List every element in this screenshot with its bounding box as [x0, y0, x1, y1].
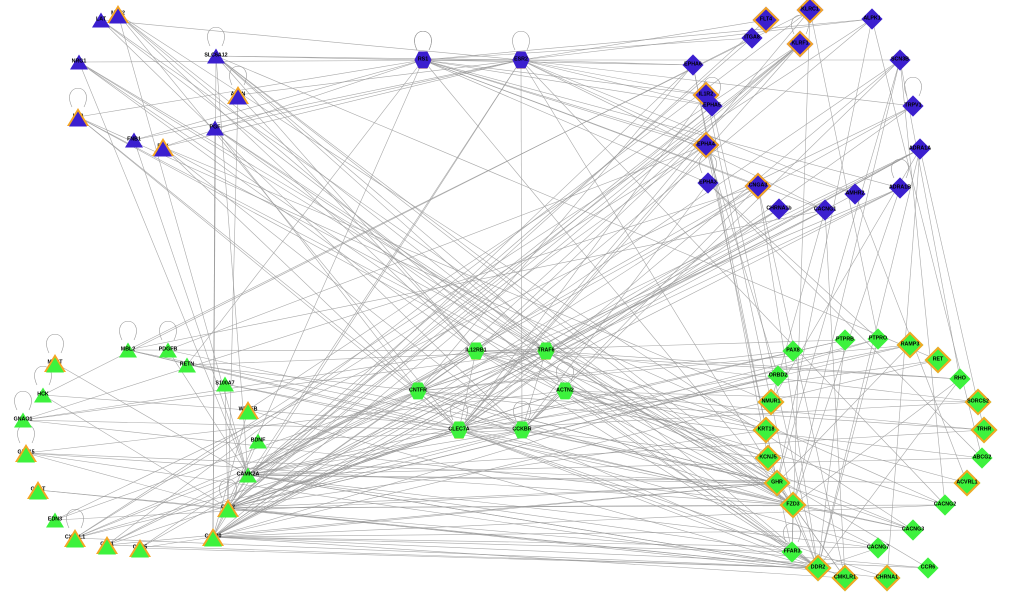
node-camk2a[interactable]	[239, 468, 257, 483]
node-rho[interactable]	[949, 368, 970, 389]
node-itga8[interactable]	[741, 27, 762, 48]
node-acvrl1[interactable]	[954, 470, 981, 497]
network-diagram: LAT SLC6A12 MTF2 NRG1 IL20 FNB1 RUX PGF ARTN RS1 E…	[0, 0, 1027, 600]
node-cdh5[interactable]	[131, 543, 149, 558]
node-cmklr1[interactable]	[832, 565, 859, 592]
node-cacng3[interactable]	[902, 519, 923, 540]
node-pgf[interactable]	[206, 121, 224, 136]
node-adra1b[interactable]	[889, 177, 910, 198]
node-pdgfb[interactable]	[159, 343, 177, 358]
node-epha6[interactable]	[682, 54, 703, 75]
node-nrg1[interactable]	[70, 55, 88, 70]
node-chrna1[interactable]	[874, 565, 901, 592]
node-cnga3[interactable]	[745, 173, 772, 200]
node-ramp3[interactable]	[897, 332, 924, 359]
node-ptpro[interactable]	[867, 328, 888, 349]
node-gast[interactable]	[29, 485, 47, 500]
node-trpv1[interactable]	[902, 95, 923, 116]
node-klrf1[interactable]	[787, 31, 814, 58]
node-trhr[interactable]	[971, 417, 998, 444]
node-gdf15[interactable]	[17, 448, 35, 463]
node-actn2[interactable]	[556, 382, 573, 399]
node-ffar3[interactable]	[781, 541, 802, 562]
node-esr2[interactable]	[512, 51, 529, 68]
node-abcg2[interactable]	[971, 447, 992, 468]
node-nmur1[interactable]	[758, 389, 785, 416]
node-krt18[interactable]	[753, 417, 780, 444]
node-rs1[interactable]	[414, 51, 431, 68]
node-chrna1b[interactable]	[768, 198, 789, 219]
node-mbl2[interactable]	[119, 343, 137, 358]
node-kcnj5[interactable]	[755, 445, 782, 472]
node-retn[interactable]	[178, 358, 196, 373]
node-slc6a12[interactable]	[207, 49, 225, 64]
node-artn[interactable]	[229, 90, 247, 105]
node-klrc1[interactable]	[797, 0, 824, 23]
node-pax8[interactable]	[782, 340, 803, 361]
node-il20[interactable]	[69, 112, 87, 127]
node-ptprb[interactable]	[834, 329, 855, 350]
node-bdnf[interactable]	[249, 434, 267, 449]
node-ccr6[interactable]	[917, 557, 938, 578]
node-flt4[interactable]	[753, 7, 780, 34]
node-scn3b[interactable]	[889, 49, 910, 70]
node-orbd2[interactable]	[767, 365, 788, 386]
node-fzd3[interactable]	[780, 492, 807, 519]
node-gnao1[interactable]	[14, 413, 32, 428]
edge-layer	[0, 0, 1027, 600]
node-epha3[interactable]	[697, 172, 718, 193]
node-hck[interactable]	[34, 388, 52, 403]
node-alpk1[interactable]	[861, 8, 882, 29]
node-adra1a[interactable]	[909, 138, 930, 159]
node-amhr2[interactable]	[844, 183, 865, 204]
node-ccl20[interactable]	[204, 532, 222, 547]
node-mtf2[interactable]	[109, 9, 127, 24]
node-cx3cl1[interactable]	[66, 533, 84, 548]
node-edn3[interactable]	[46, 513, 64, 528]
node-sorcs2[interactable]	[965, 389, 992, 416]
node-ddr2[interactable]	[805, 555, 832, 582]
node-cacng1[interactable]	[814, 199, 835, 220]
node-s100a7[interactable]	[216, 377, 234, 392]
node-csf1[interactable]	[98, 540, 116, 555]
node-fnb1[interactable]	[125, 133, 143, 148]
node-cacng2[interactable]	[934, 494, 955, 515]
node-traf6[interactable]	[537, 342, 554, 359]
node-wnt5b[interactable]	[239, 405, 257, 420]
node-ccl2[interactable]	[219, 503, 237, 518]
node-ghr[interactable]	[764, 470, 791, 497]
node-cacng7[interactable]	[867, 537, 888, 558]
node-mapt[interactable]	[46, 358, 64, 373]
node-epha4[interactable]	[693, 132, 720, 159]
node-clec7a[interactable]	[450, 421, 467, 438]
node-cckbr[interactable]	[513, 421, 530, 438]
node-ret[interactable]	[925, 347, 952, 374]
node-il12rb1[interactable]	[467, 342, 484, 359]
node-cntfr[interactable]	[409, 382, 426, 399]
node-rux[interactable]	[154, 142, 172, 157]
